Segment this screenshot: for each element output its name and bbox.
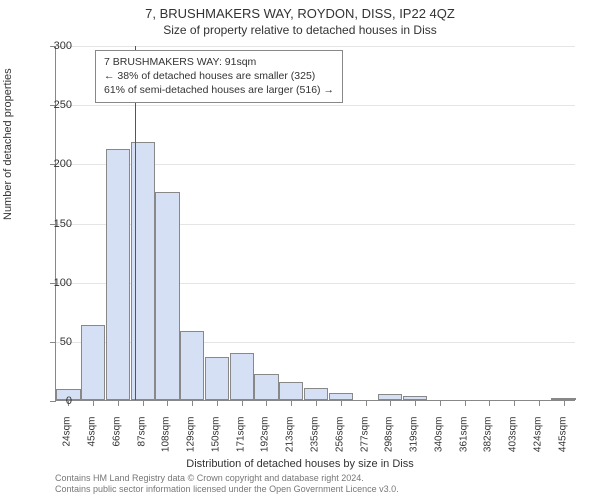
info-line: 61% of semi-detached houses are larger (… — [104, 83, 334, 97]
info-line: 7 BRUSHMAKERS WAY: 91sqm — [104, 55, 334, 69]
x-tick — [167, 400, 168, 406]
x-tick — [217, 400, 218, 406]
y-tick-label: 50 — [42, 336, 72, 348]
gridline — [56, 105, 575, 106]
histogram-bar — [155, 192, 179, 400]
x-tick — [539, 400, 540, 406]
x-tick-label: 45sqm — [87, 417, 98, 467]
histogram-bar — [180, 331, 204, 400]
x-tick — [366, 400, 367, 406]
x-tick — [143, 400, 144, 406]
y-tick-label: 0 — [42, 395, 72, 407]
x-tick — [118, 400, 119, 406]
x-tick — [489, 400, 490, 406]
x-tick-label: 340sqm — [433, 417, 444, 467]
x-tick-label: 445sqm — [557, 417, 568, 467]
x-tick — [316, 400, 317, 406]
info-box: 7 BRUSHMAKERS WAY: 91sqm← 38% of detache… — [95, 50, 343, 103]
x-tick — [266, 400, 267, 406]
y-tick-label: 200 — [42, 158, 72, 170]
x-tick-label: 361sqm — [458, 417, 469, 467]
x-tick-label: 108sqm — [161, 417, 172, 467]
x-tick-label: 87sqm — [136, 417, 147, 467]
x-tick-label: 129sqm — [186, 417, 197, 467]
x-tick — [465, 400, 466, 406]
x-tick-label: 382sqm — [483, 417, 494, 467]
histogram-bar — [329, 393, 353, 400]
x-tick-label: 150sqm — [210, 417, 221, 467]
x-tick — [514, 400, 515, 406]
x-tick — [564, 400, 565, 406]
x-tick — [440, 400, 441, 406]
footer-line: Contains HM Land Registry data © Crown c… — [55, 473, 399, 485]
x-tick-label: 403sqm — [508, 417, 519, 467]
x-tick-label: 319sqm — [409, 417, 420, 467]
x-tick-label: 235sqm — [310, 417, 321, 467]
y-tick-label: 300 — [42, 40, 72, 52]
y-axis-label: Number of detached properties — [2, 68, 14, 220]
x-tick — [415, 400, 416, 406]
x-tick-label: 213sqm — [285, 417, 296, 467]
chart-subtitle: Size of property relative to detached ho… — [0, 21, 600, 37]
y-tick-label: 250 — [42, 99, 72, 111]
histogram-bar — [106, 149, 130, 400]
x-tick — [93, 400, 94, 406]
histogram-bar — [205, 357, 229, 400]
info-line: ← 38% of detached houses are smaller (32… — [104, 69, 334, 83]
x-tick-label: 298sqm — [384, 417, 395, 467]
x-tick — [390, 400, 391, 406]
gridline — [56, 46, 575, 47]
x-tick-label: 24sqm — [62, 417, 73, 467]
footer-text: Contains HM Land Registry data © Crown c… — [55, 473, 399, 496]
x-tick — [341, 400, 342, 406]
x-tick-label: 424sqm — [532, 417, 543, 467]
x-tick — [192, 400, 193, 406]
histogram-bar — [254, 374, 278, 400]
histogram-bar — [230, 353, 254, 400]
x-tick-label: 192sqm — [260, 417, 271, 467]
x-tick-label: 277sqm — [359, 417, 370, 467]
x-tick — [291, 400, 292, 406]
histogram-bar — [304, 388, 328, 400]
chart-title: 7, BRUSHMAKERS WAY, ROYDON, DISS, IP22 4… — [0, 0, 600, 21]
x-tick-label: 171sqm — [235, 417, 246, 467]
x-tick-label: 66sqm — [111, 417, 122, 467]
histogram-bar — [279, 382, 303, 400]
footer-line: Contains public sector information licen… — [55, 484, 399, 496]
x-tick-label: 256sqm — [334, 417, 345, 467]
x-tick — [242, 400, 243, 406]
histogram-bar — [81, 325, 105, 400]
chart-container: 7, BRUSHMAKERS WAY, ROYDON, DISS, IP22 4… — [0, 0, 600, 500]
y-tick-label: 100 — [42, 277, 72, 289]
y-tick-label: 150 — [42, 218, 72, 230]
